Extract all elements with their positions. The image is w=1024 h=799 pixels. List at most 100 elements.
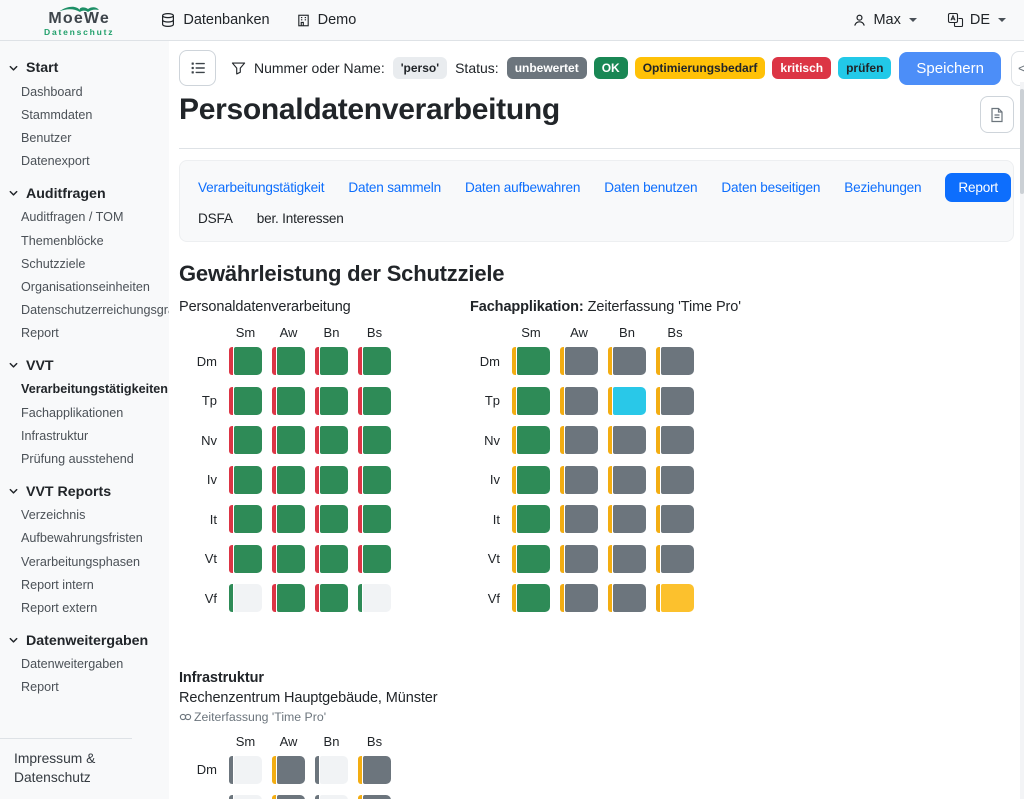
tab-daten-sammeln[interactable]: Daten sammeln: [348, 180, 441, 195]
schutzziel-cell: [512, 386, 550, 415]
language-menu[interactable]: DE: [947, 12, 1006, 28]
nav-item-demo[interactable]: Demo: [296, 12, 356, 28]
sidebar-section-header-vvt[interactable]: VVT: [0, 355, 169, 378]
sidebar-item-schutzziele[interactable]: Schutzziele: [21, 256, 86, 271]
cell-stripe: [229, 465, 233, 494]
tab-beziehungen[interactable]: Beziehungen: [844, 180, 922, 195]
cell-stripe: [656, 386, 660, 415]
chevron-down-icon: [8, 635, 19, 646]
sidebar-item-datenweitergaben[interactable]: Datenweitergaben: [21, 657, 124, 672]
grid-col-bn: Bn: [323, 733, 340, 749]
grid-row-vf: Vf: [470, 584, 741, 612]
tab-daten-beseitigen[interactable]: Daten beseitigen: [721, 180, 821, 195]
save-button[interactable]: Speichern: [899, 51, 1001, 85]
sidebar-item-themenblöcke[interactable]: Themenblöcke: [21, 233, 104, 248]
sidebar-item-aufbewahrungsfristen[interactable]: Aufbewahrungsfristen: [21, 531, 143, 546]
sidebar-section-header-auditfragen[interactable]: Auditfragen: [0, 183, 169, 206]
grid-row-dm: Dm: [179, 347, 401, 375]
sidebar-item-report[interactable]: Report: [21, 680, 59, 695]
grid-row-iv: Iv: [179, 465, 401, 494]
grid-col-bn: Bn: [619, 325, 635, 340]
schutzziel-cell: [656, 544, 694, 573]
sidebar-item-dashboard[interactable]: Dashboard: [21, 84, 83, 99]
grid-link[interactable]: Zeiterfassung 'Time Pro': [179, 710, 1024, 724]
cell-stripe: [315, 347, 319, 375]
status-badge-prüfen[interactable]: prüfen: [838, 57, 892, 79]
sidebar-section-header-start[interactable]: Start: [0, 57, 169, 80]
cell-stripe: [560, 465, 564, 494]
cell-body: [565, 544, 598, 573]
cell-body: [363, 386, 391, 415]
top-navbar: MoeWe Datenschutz Datenbanken Demo Max D…: [0, 0, 1024, 41]
status-badge-optimierungsbedarf[interactable]: Optimierungsbedarf: [634, 57, 766, 79]
grid-col-aw: Aw: [279, 733, 298, 749]
cell-body: [363, 584, 391, 612]
grid-row-label: Nv: [484, 432, 500, 448]
tab-verarbeitungstätigkeit[interactable]: Verarbeitungstätigkeit: [198, 180, 325, 195]
sidebar-section-header-datenweitergaben[interactable]: Datenweitergaben: [0, 630, 169, 653]
sidebar-item-fachapplikationen[interactable]: Fachapplikationen: [21, 405, 124, 420]
tab-dsfa[interactable]: DSFA: [198, 211, 233, 226]
schutzziel-cell: [315, 505, 348, 533]
sidebar-section-label: VVT: [26, 357, 54, 374]
grid-row-it: It: [470, 505, 741, 533]
schutzziel-cell: [229, 544, 262, 573]
cell-stripe: [272, 347, 276, 375]
cell-body: [363, 347, 391, 375]
tab-ber-interessen[interactable]: ber. Interessen: [256, 211, 344, 226]
sidebar-item-auditfragen-tom[interactable]: Auditfragen / TOM: [21, 210, 124, 225]
sidebar-item-verarbeitungsphasen[interactable]: Verarbeitungsphasen: [21, 554, 141, 569]
cell-stripe: [229, 505, 233, 533]
scrollbar-thumb[interactable]: [1020, 89, 1024, 194]
grid-row-nv: Nv: [179, 426, 401, 454]
cell-stripe: [656, 465, 660, 494]
report-document-button[interactable]: [980, 96, 1014, 133]
schutzziele-grid-1: Personaldatenverarbeitung Sm Aw Bn Bs Dm Tp Nv I…: [179, 299, 401, 624]
sidebar-section-header-vvt-reports[interactable]: VVT Reports: [0, 481, 169, 504]
sidebar-item-datenexport[interactable]: Datenexport: [21, 154, 90, 169]
cell-stripe: [358, 795, 362, 799]
sidebar-section-label: Auditfragen: [26, 185, 106, 202]
scrollbar[interactable]: [1020, 82, 1024, 799]
status-badge-kritisch[interactable]: kritisch: [772, 57, 832, 79]
tab-daten-benutzen[interactable]: Daten benutzen: [604, 180, 698, 195]
cell-body: [320, 426, 348, 454]
nav-item-datenbanken[interactable]: Datenbanken: [160, 12, 270, 28]
sidebar-item-verarbeitungstätigkeiten[interactable]: Verarbeitungstätigkeiten: [21, 382, 168, 397]
cell-stripe: [358, 426, 362, 454]
sidebar-item-benutzer[interactable]: Benutzer: [21, 130, 72, 145]
tab-daten-aufbewahren[interactable]: Daten aufbewahren: [464, 180, 581, 195]
cell-stripe: [512, 505, 516, 533]
sidebar-item-verzeichnis[interactable]: Verzeichnis: [21, 508, 86, 523]
status-badge-ok[interactable]: OK: [593, 57, 628, 79]
cell-body: [320, 544, 348, 573]
sidebar-item-report[interactable]: Report: [21, 326, 59, 341]
prev-button[interactable]: <: [1010, 50, 1024, 86]
schutzziel-cell: [512, 505, 550, 533]
cell-stripe: [560, 386, 564, 415]
impressum-link[interactable]: Impressum & Datenschutz: [0, 737, 132, 799]
sidebar-item-report-intern[interactable]: Report intern: [21, 577, 94, 592]
sidebar-item-stammdaten[interactable]: Stammdaten: [21, 107, 93, 122]
tab-report[interactable]: Report: [945, 173, 1012, 202]
status-badge-unbewertet[interactable]: unbewertet: [506, 57, 587, 79]
schutzziel-cell: [229, 584, 262, 612]
user-menu[interactable]: Max: [852, 12, 917, 28]
schutzziel-cell: [358, 465, 391, 494]
sidebar-item-prüfung-ausstehend[interactable]: Prüfung ausstehend: [21, 452, 134, 467]
schutzziel-cell: [272, 584, 305, 612]
schutzziel-cell: [358, 544, 391, 573]
user-name: Max: [873, 12, 901, 28]
schutzziel-cell: [560, 584, 598, 612]
grid-row-label: It: [209, 511, 217, 527]
list-view-button[interactable]: [179, 50, 216, 86]
sidebar-item-organisationseinheiten[interactable]: Organisationseinheiten: [21, 279, 150, 294]
sidebar-item-infrastruktur[interactable]: Infrastruktur: [21, 428, 89, 443]
app-logo[interactable]: MoeWe Datenschutz: [44, 4, 114, 37]
brand-subtitle: Datenschutz: [44, 27, 115, 38]
cell-body: [234, 544, 262, 573]
cell-stripe: [229, 795, 233, 799]
sidebar-item-datenschutzerreichungsgrad[interactable]: Datenschutzerreichungsgrad: [21, 303, 169, 318]
cell-body: [363, 544, 391, 573]
sidebar-item-report-extern[interactable]: Report extern: [21, 600, 98, 615]
